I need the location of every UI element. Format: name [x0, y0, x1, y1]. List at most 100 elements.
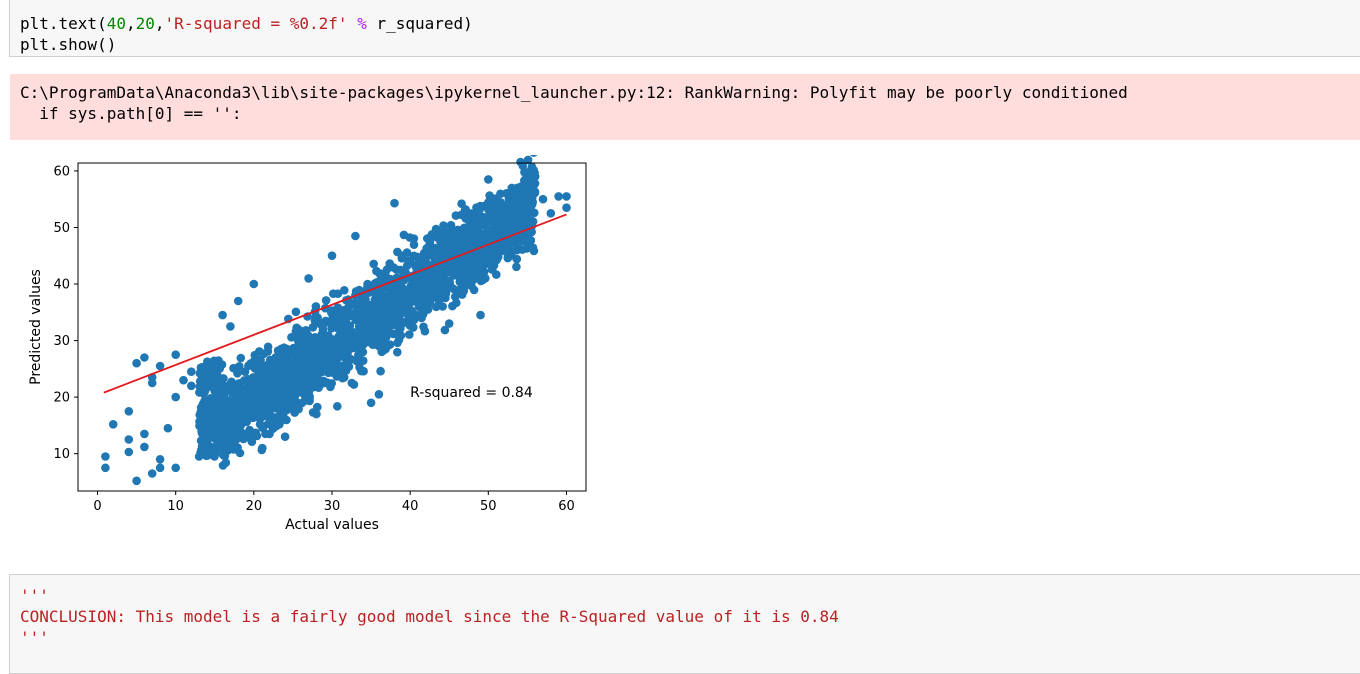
scatter-chart: 0 10 20 30 40 50 60 10 20 30 40 50 60 Actual values Pr… — [28, 148, 587, 533]
scatter-point — [171, 463, 180, 473]
scatter-point — [265, 429, 274, 439]
scatter-point — [554, 192, 563, 201]
scatter-point — [457, 199, 466, 208]
scatter-point — [339, 316, 348, 326]
scatter-point — [250, 350, 260, 360]
scatter-point — [354, 350, 363, 360]
scatter-point — [510, 192, 520, 202]
scatter-point — [512, 262, 521, 272]
scatter-point — [247, 437, 257, 447]
scatter-point — [374, 390, 384, 399]
code-string: 'R-squared = %0.2f' — [164, 14, 348, 33]
plot-output: 0 10 20 30 40 50 60 10 20 30 40 50 60 Actual values Pr… — [20, 148, 600, 545]
scatter-point — [369, 259, 379, 269]
scatter-point — [276, 372, 285, 381]
x-axis-label: Actual values — [285, 517, 379, 533]
scatter-point — [396, 265, 405, 275]
stderr-line-2: if sys.path[0] == '': — [20, 104, 242, 123]
scatter-point — [409, 240, 419, 249]
scatter-point — [281, 387, 291, 397]
docstring-open: ''' — [20, 586, 49, 605]
scatter-point — [207, 404, 216, 413]
x-tick-label: 60 — [558, 499, 575, 514]
scatter-point — [449, 270, 459, 280]
scatter-point — [308, 382, 318, 392]
scatter-point — [441, 267, 451, 277]
scatter-point — [108, 420, 118, 429]
scatter-point — [475, 205, 485, 214]
scatter-point — [321, 354, 330, 363]
scatter-point — [441, 246, 450, 255]
code-cell-2[interactable]: ''' CONCLUSION: This model is a fairly g… — [9, 574, 1360, 674]
scatter-point — [523, 234, 532, 244]
scatter-point — [235, 362, 244, 371]
y-tick-label: 40 — [53, 278, 70, 293]
scatter-point — [418, 278, 427, 287]
scatter-point — [140, 353, 149, 362]
scatter-point — [343, 352, 353, 361]
code-token — [348, 14, 358, 33]
scatter-point — [321, 296, 331, 305]
scatter-point — [202, 431, 212, 440]
scatter-point — [240, 386, 249, 396]
scatter-point — [509, 211, 518, 221]
scatter-point — [303, 395, 313, 405]
scatter-point — [224, 381, 234, 390]
scatter-point — [303, 336, 313, 345]
scatter-point — [163, 423, 173, 433]
scatter-point — [327, 306, 337, 315]
scatter-point — [370, 334, 380, 343]
scatter-point — [202, 449, 211, 459]
scatter-point — [235, 397, 245, 407]
code-cell-1[interactable]: plt.text(40,20,'R-squared = %0.2f' % r_s… — [9, 0, 1360, 57]
scatter-point — [124, 447, 134, 457]
scatter-point — [345, 321, 355, 330]
scatter-point — [397, 251, 407, 261]
scatter-point — [448, 301, 457, 311]
scatter-point — [396, 324, 405, 333]
scatter-point — [291, 370, 301, 379]
scatter-point — [242, 395, 252, 404]
scatter-point — [202, 364, 212, 374]
scatter-point — [337, 333, 346, 342]
scatter-point — [187, 381, 196, 391]
scatter-point — [268, 395, 277, 404]
scatter-point — [295, 380, 305, 389]
scatter-point — [502, 189, 511, 198]
scatter-point — [439, 221, 448, 230]
scatter-point — [226, 437, 236, 447]
scatter-point — [275, 380, 284, 389]
scatter-point — [311, 302, 321, 311]
scatter-point — [323, 343, 332, 352]
scatter-point — [340, 286, 349, 295]
stderr-output: C:\ProgramData\Anaconda3\lib\site-packag… — [10, 74, 1360, 140]
y-tick-label: 50 — [53, 221, 70, 236]
scatter-point — [368, 311, 378, 320]
scatter-point — [467, 281, 476, 291]
scatter-point — [380, 336, 389, 346]
scatter-point — [204, 420, 213, 430]
scatter-point — [313, 313, 322, 322]
scatter-point — [480, 251, 489, 260]
docstring-close: ''' — [20, 628, 49, 647]
scatter-point — [211, 385, 220, 394]
scatter-point — [520, 176, 529, 185]
scatter-point — [481, 274, 490, 283]
scatter-point — [470, 224, 479, 233]
scatter-point — [124, 407, 134, 416]
scatter-point — [263, 347, 273, 356]
x-tick-label: 40 — [402, 499, 419, 514]
scatter-point — [460, 276, 470, 286]
scatter-point — [527, 219, 536, 228]
scatter-point — [520, 206, 529, 216]
scatter-point — [266, 411, 276, 420]
scatter-point — [255, 419, 265, 429]
scatter-point — [255, 395, 265, 405]
scatter-point — [375, 291, 385, 301]
scatter-point — [405, 233, 415, 242]
scatter-point — [297, 388, 307, 397]
scatter-point — [233, 369, 242, 378]
scatter-point — [230, 405, 239, 415]
scatter-point — [452, 240, 462, 249]
scatter-point — [220, 393, 229, 403]
